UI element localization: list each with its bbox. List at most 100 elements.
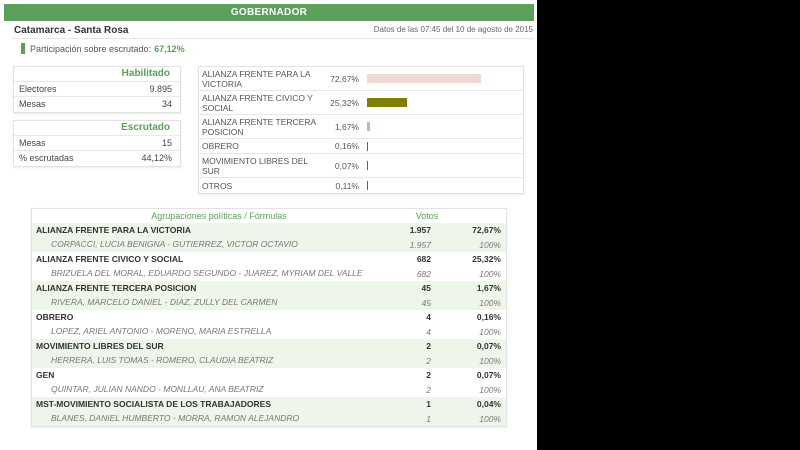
escrutado-box: Escrutado Mesas 15 % escrutadas 44,12% [13, 120, 181, 167]
party-name: MOVIMIENTO LIBRES DEL SUR [36, 340, 164, 351]
candidate-votes: 682 [416, 268, 431, 279]
party-row: MST-MOVIMIENTO SOCIALISTA DE LOS TRABAJA… [32, 397, 506, 412]
party-group: ALIANZA FRENTE TERCERA POSICION 45 1,67% RI… [32, 281, 506, 310]
candidate-votes: 45 [421, 297, 431, 308]
party-row: ALIANZA FRENTE TERCERA POSICION 45 1,67% [32, 281, 506, 296]
row-label: Mesas [19, 138, 46, 148]
party-votes: 1.957 [409, 225, 431, 236]
candidate-row: QUINTAR, JULIAN NANDO - MONLLAU, ANA BEA… [32, 383, 506, 398]
party-row: OBRERO 4 0,16% [32, 310, 506, 325]
party-pct: 0,11% [335, 180, 359, 191]
party-name: OBRERO [36, 311, 74, 322]
party-group: OBRERO 4 0,16% LOPEZ, ARIEL ANTONIO - MOREN… [32, 310, 506, 339]
party-summary-row: OTROS 0,11% [199, 178, 523, 193]
habilitado-title: Habilitado [14, 67, 180, 82]
row-label: % escrutadas [19, 153, 74, 163]
party-summary-chart: ALIANZA FRENTE PARA LA VICTORIA 72,67% ALI… [198, 66, 524, 194]
candidate-pct: 100% [479, 239, 501, 250]
row-label: Electores [19, 84, 57, 94]
candidate-pct: 100% [479, 268, 501, 279]
escrutado-row: % escrutadas 44,12% [14, 151, 180, 166]
candidate-pct: 100% [479, 413, 501, 424]
party-pct: 1,67% [476, 283, 501, 294]
party-row: ALIANZA FRENTE PARA LA VICTORIA 1.957 72,6… [32, 223, 506, 238]
party-bar [367, 74, 481, 83]
party-summary-row: MOVIMIENTO LIBRES DEL SUR 0,07% [199, 154, 523, 178]
party-votes: 682 [416, 254, 431, 265]
col-header-groups: Agrupaciones políticas / Fórmulas [151, 211, 287, 221]
participation: Participación sobre escrutado: 67,12% [21, 43, 185, 54]
party-name: ALIANZA FRENTE CIVICO Y SOCIAL [36, 253, 184, 264]
party-summary-row: OBRERO 0,16% [199, 139, 523, 154]
party-pct: 0,16% [476, 312, 501, 323]
candidate-votes: 1.957 [409, 239, 431, 250]
candidate-row: CORPACCI, LUCIA BENIGNA - GUTIERREZ, VIC… [32, 238, 506, 253]
candidate-name: HERRERA, LUIS TOMAS - ROMERO, CLAUDIA BE… [51, 355, 274, 366]
results-page: GOBERNADOR Catamarca - Santa Rosa Datos … [0, 0, 537, 450]
party-row: GEN 2 0,07% [32, 368, 506, 383]
party-votes: 2 [426, 341, 431, 352]
candidate-votes: 2 [426, 384, 431, 395]
candidate-row: BLANES, DANIEL HUMBERTO - MORRA, RAMON A… [32, 412, 506, 427]
party-bar [367, 161, 368, 170]
results-table: Agrupaciones políticas / Fórmulas Votos … [31, 208, 507, 427]
candidate-pct: 100% [479, 384, 501, 395]
party-pct: 25,32% [472, 254, 501, 265]
participation-value: 67,12% [154, 43, 185, 54]
row-value: 15 [161, 138, 172, 148]
party-pct: 0,07% [334, 160, 359, 171]
party-name: ALIANZA FRENTE PARA LA VICTORIA [202, 68, 311, 89]
candidate-pct: 100% [479, 326, 501, 337]
party-bar [367, 98, 407, 107]
party-name: ALIANZA FRENTE CIVICO Y SOCIAL [202, 92, 313, 113]
party-group: MOVIMIENTO LIBRES DEL SUR 2 0,07% HERRERA, … [32, 339, 506, 368]
candidate-row: HERRERA, LUIS TOMAS - ROMERO, CLAUDIA BE… [32, 354, 506, 369]
party-name: ALIANZA FRENTE TERCERA POSICION [202, 116, 316, 137]
party-group: GEN 2 0,07% QUINTAR, JULIAN NANDO - MONLLAU… [32, 368, 506, 397]
party-votes: 45 [421, 283, 431, 294]
party-summary-row: ALIANZA FRENTE CIVICO Y SOCIAL 25,32% [199, 91, 523, 115]
candidate-row: LOPEZ, ARIEL ANTONIO - MORENO, MARIA EST… [32, 325, 506, 340]
party-pct: 0,04% [476, 399, 501, 410]
candidate-votes: 2 [426, 355, 431, 366]
candidate-votes: 4 [426, 326, 431, 337]
party-votes: 1 [426, 399, 431, 410]
party-name: ALIANZA FRENTE PARA LA VICTORIA [36, 224, 192, 235]
candidate-name: QUINTAR, JULIAN NANDO - MONLLAU, ANA BEA… [51, 384, 264, 395]
candidate-votes: 1 [426, 413, 431, 424]
candidate-name: RIVERA, MARCELO DANIEL - DIAZ, ZULLY DEL… [51, 297, 278, 308]
party-summary-row: ALIANZA FRENTE PARA LA VICTORIA 72,67% [199, 67, 523, 91]
row-value: 9.895 [149, 84, 172, 94]
party-summary-row: ALIANZA FRENTE TERCERA POSICION 1,67% [199, 115, 523, 139]
party-name: OTROS [202, 180, 233, 191]
party-pct: 72,67% [330, 73, 359, 84]
party-group: ALIANZA FRENTE CIVICO Y SOCIAL 682 25,32% B… [32, 252, 506, 281]
divider [12, 38, 534, 39]
office-title-bar: GOBERNADOR [4, 4, 534, 21]
party-pct: 1,67% [334, 121, 359, 132]
row-label: Mesas [19, 99, 46, 109]
party-bar [367, 141, 368, 151]
habilitado-row: Electores 9.895 [14, 82, 180, 97]
candidate-name: CORPACCI, LUCIA BENIGNA - GUTIERREZ, VIC… [51, 239, 298, 250]
party-name: MST-MOVIMIENTO SOCIALISTA DE LOS TRABAJA… [36, 398, 272, 409]
participation-marker-icon [21, 43, 25, 54]
candidate-row: RIVERA, MARCELO DANIEL - DIAZ, ZULLY DEL… [32, 296, 506, 311]
party-bar [367, 122, 370, 131]
party-name: ALIANZA FRENTE TERCERA POSICION [36, 282, 197, 293]
party-name: GEN [36, 369, 55, 380]
party-pct: 0,16% [334, 141, 359, 151]
party-name: MOVIMIENTO LIBRES DEL SUR [202, 155, 308, 176]
party-group: ALIANZA FRENTE PARA LA VICTORIA 1.957 72,6… [32, 223, 506, 252]
party-pct: 0,07% [476, 341, 501, 352]
participation-label: Participación sobre escrutado: [30, 43, 152, 54]
party-bar [367, 181, 368, 190]
candidate-pct: 100% [479, 355, 501, 366]
candidate-row: BRIZUELA DEL MORAL, EDUARDO SEGUNDO - JU… [32, 267, 506, 282]
col-header-votes: Votos [415, 211, 439, 221]
party-row: ALIANZA FRENTE CIVICO Y SOCIAL 682 25,32% [32, 252, 506, 267]
party-pct: 0,07% [476, 370, 501, 381]
data-timestamp: Datos de las 07:45 del 10 de agosto de 2… [373, 25, 533, 34]
escrutado-row: Mesas 15 [14, 136, 180, 151]
candidate-name: LOPEZ, ARIEL ANTONIO - MORENO, MARIA EST… [51, 326, 272, 337]
